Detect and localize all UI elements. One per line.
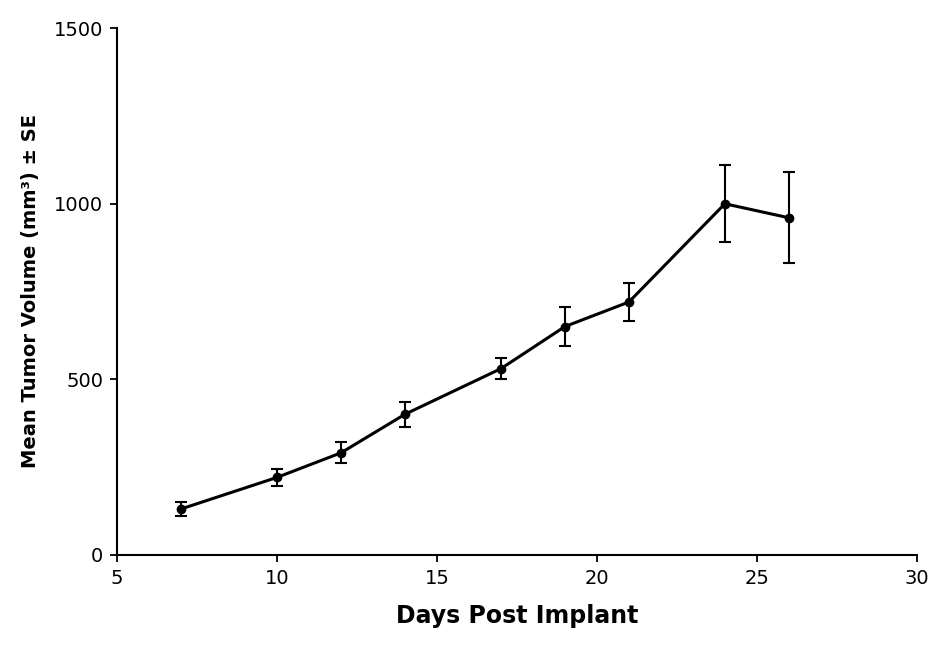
Y-axis label: Mean Tumor Volume (mm³) ± SE: Mean Tumor Volume (mm³) ± SE (21, 114, 40, 469)
X-axis label: Days Post Implant: Days Post Implant (396, 604, 638, 628)
